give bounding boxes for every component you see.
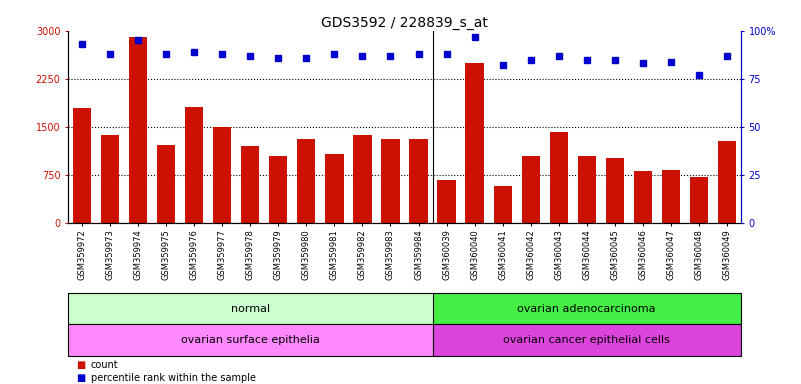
Bar — [269, 156, 288, 223]
Text: normal: normal — [231, 303, 270, 314]
Bar — [381, 139, 400, 223]
Bar — [213, 127, 231, 223]
Bar — [353, 136, 372, 223]
Bar — [129, 37, 147, 223]
Bar — [157, 145, 175, 223]
Bar — [433, 293, 741, 324]
Bar — [101, 135, 119, 223]
Bar — [465, 63, 484, 223]
Text: ■: ■ — [76, 374, 86, 384]
Bar — [718, 141, 736, 223]
Bar — [73, 108, 91, 223]
Title: GDS3592 / 228839_s_at: GDS3592 / 228839_s_at — [321, 16, 488, 30]
Bar — [241, 146, 260, 223]
Bar — [433, 324, 741, 356]
Text: ovarian cancer epithelial cells: ovarian cancer epithelial cells — [503, 335, 670, 346]
Text: ovarian adenocarcinoma: ovarian adenocarcinoma — [517, 303, 656, 314]
Bar — [549, 132, 568, 223]
Bar — [634, 171, 652, 223]
Bar — [297, 139, 316, 223]
Bar — [690, 177, 708, 223]
Bar — [437, 180, 456, 223]
Text: percentile rank within the sample: percentile rank within the sample — [91, 374, 256, 384]
Bar — [662, 169, 680, 223]
Bar — [493, 185, 512, 223]
Bar — [578, 156, 596, 223]
Bar — [521, 156, 540, 223]
Bar — [185, 106, 203, 223]
Text: count: count — [91, 360, 118, 370]
Text: ■: ■ — [76, 360, 86, 370]
Bar — [68, 324, 433, 356]
Bar — [325, 154, 344, 223]
Bar — [409, 139, 428, 223]
Bar — [606, 158, 624, 223]
Text: ovarian surface epithelia: ovarian surface epithelia — [181, 335, 320, 346]
Bar — [68, 293, 433, 324]
